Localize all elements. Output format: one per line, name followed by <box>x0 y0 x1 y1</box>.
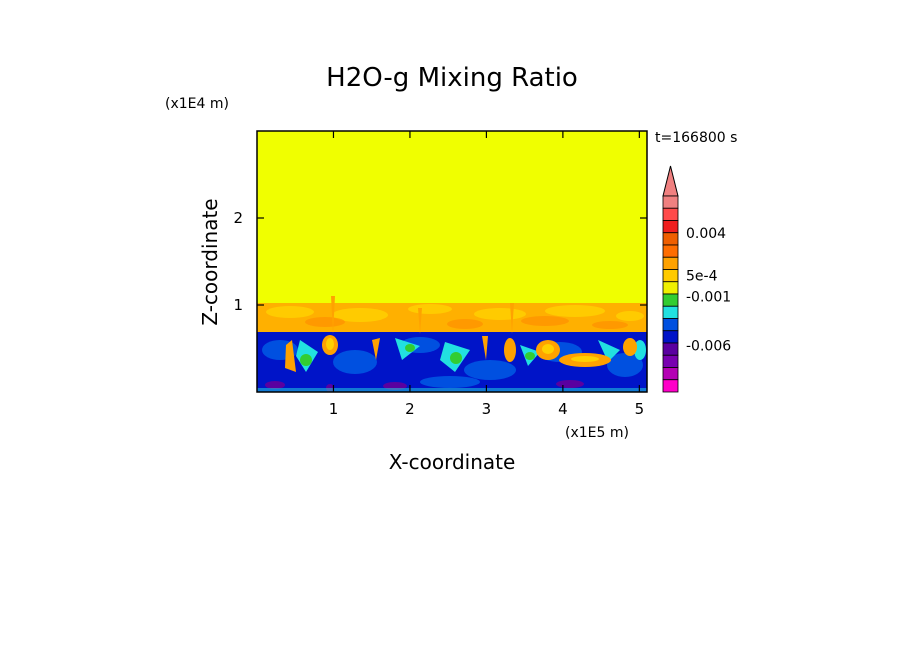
colorbar-label: 0.004 <box>686 226 726 242</box>
colorbar-level <box>662 256 679 270</box>
x-tick-label: 3 <box>482 400 492 418</box>
plot-area <box>257 131 647 392</box>
colorbar-label: -0.001 <box>686 289 731 305</box>
plume-streaks <box>331 296 514 334</box>
lower-features <box>257 335 647 392</box>
colorbar-level <box>662 281 679 295</box>
colorbar-label: 5e-4 <box>686 269 718 285</box>
colorbar-level <box>662 318 679 332</box>
colorbar-level <box>662 207 679 221</box>
y-axis-label: Z-coordinate <box>198 198 222 325</box>
x-tick-label: 5 <box>635 400 645 418</box>
x-tick-label: 4 <box>558 400 568 418</box>
colorbar-level <box>662 220 679 234</box>
colorbar-level <box>662 330 679 344</box>
time-label: t=166800 s <box>655 130 737 146</box>
chart-title: H2O-g Mixing Ratio <box>326 63 578 93</box>
colorbar-arrow <box>662 165 679 197</box>
colorbar: 0.004 5e-4 -0.001 -0.006 <box>662 165 731 393</box>
y-tick-label: 2 <box>233 209 243 227</box>
colorbar-level <box>662 305 679 319</box>
colorbar-level <box>662 293 679 307</box>
y-unit-label: (x1E4 m) <box>165 96 229 112</box>
colorbar-level <box>662 342 679 356</box>
transition-darker <box>305 316 628 329</box>
colorbar-level <box>662 367 679 381</box>
plot-frame <box>256 130 648 393</box>
colorbar-level <box>662 379 679 393</box>
x-unit-label: (x1E5 m) <box>565 425 629 441</box>
colorbar-level <box>662 354 679 368</box>
x-axis-label: X-coordinate <box>389 450 516 474</box>
axes: 1 2 3 4 5 1 2 <box>233 131 647 418</box>
colorbar-label: -0.006 <box>686 338 731 354</box>
colorbar-level <box>662 269 679 283</box>
colorbar-level <box>662 244 679 258</box>
x-tick-label: 1 <box>329 400 339 418</box>
colorbar-level <box>662 195 679 209</box>
x-tick-label: 2 <box>405 400 415 418</box>
colorbar-level <box>662 232 679 246</box>
y-tick-label: 1 <box>233 296 243 314</box>
